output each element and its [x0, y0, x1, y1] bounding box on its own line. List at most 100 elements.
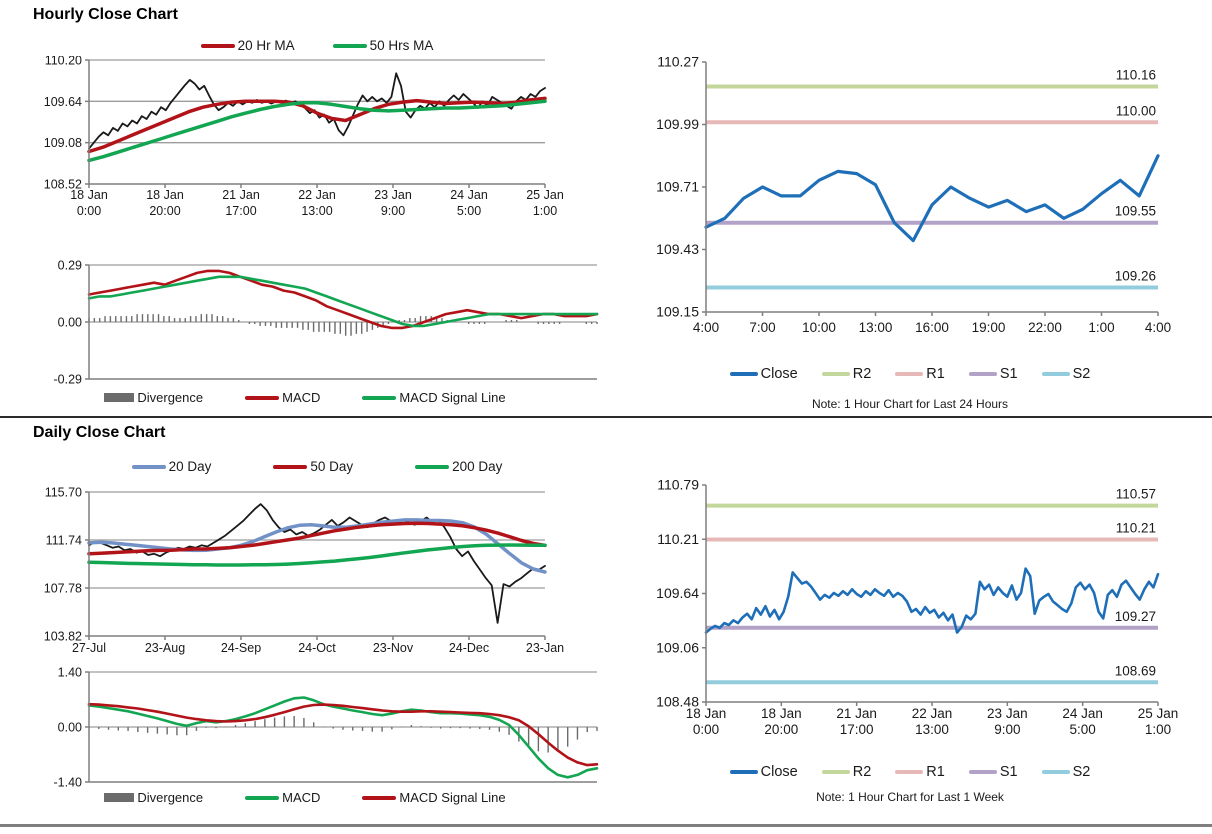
y-tick-label: 103.82 [44, 630, 82, 644]
y-tick-label: 109.99 [656, 116, 699, 132]
x-tick-label: 22 Jan [298, 188, 336, 202]
x-tick-label: 18 Jan [146, 188, 184, 202]
x-tick-label: 18 Jan [70, 188, 108, 202]
series-close [704, 154, 1160, 243]
x-tick-label: 0:00 [693, 722, 719, 737]
hourly-sr-note: Note: 1 Hour Chart for Last 24 Hours [811, 397, 1009, 411]
legend-item-200-day: 200 Day [415, 459, 502, 474]
level-label-r2: 110.57 [1116, 487, 1156, 502]
x-tick-label: 24-Oct [298, 641, 336, 655]
legend-item-20-hr-ma: 20 Hr MA [200, 38, 295, 53]
x-tick-label: 25 Jan [526, 188, 564, 202]
x-tick-label: 21 Jan [836, 706, 877, 721]
x-tick-label: 18 Jan [686, 706, 727, 721]
x-tick-label: 23 Jan [374, 188, 412, 202]
level-label-s1: 109.55 [1115, 204, 1156, 219]
x-tick-label: 24 Jan [1062, 706, 1103, 721]
x-tick-label: 4:00 [693, 320, 719, 335]
legend-label: Close [760, 366, 798, 382]
legend-item-macd-signal-line: MACD Signal Line [362, 390, 506, 405]
x-tick-label: 18 Jan [761, 706, 802, 721]
daily-sr-legend: Close R2 R1 S1 S2 [640, 764, 1180, 780]
x-tick-label: 23-Aug [145, 641, 185, 655]
legend-line-swatch [245, 395, 280, 400]
level-label-s2: 108.69 [1115, 663, 1156, 678]
daily_sr-plot: 110.57 110.21 109.27 108.69 110.79 110.21 109.… [656, 477, 1178, 738]
hourly_macd-plot: 0.29 0.00 -0.29 [54, 259, 599, 387]
x-tick-label: 1:00 [533, 204, 557, 218]
legend-item-macd: MACD [245, 790, 320, 805]
y-tick-label: 109.15 [656, 304, 699, 320]
x-tick-label: 23-Nov [373, 641, 414, 655]
x-tick-label: 1:00 [1088, 320, 1114, 335]
legend-item-divergence: Divergence [104, 790, 203, 805]
daily-macd-legend: Divergence MACD MACD Signal Line [60, 790, 550, 805]
legend-line-swatch [821, 770, 850, 774]
legend-line-swatch [200, 43, 235, 48]
hourly-sr-legend: Close R2 R1 S1 S2 [640, 366, 1180, 382]
hourly_sr-plot: 110.16 110.00 109.55 109.26 110.27 109.99 109.… [656, 54, 1171, 336]
y-tick-label: 0.00 [58, 721, 82, 735]
y-tick-label: 109.08 [44, 136, 82, 150]
legend-item-s1: S1 [968, 764, 1018, 780]
x-tick-label: 5:00 [457, 204, 481, 218]
legend-item-s2: S2 [1041, 366, 1090, 382]
x-tick-label: 17:00 [225, 204, 256, 218]
y-tick-label: 109.64 [656, 585, 699, 601]
x-tick-label: 21 Jan [222, 188, 260, 202]
legend-item-divergence: Divergence [104, 390, 203, 405]
x-tick-label: 4:00 [1145, 320, 1171, 335]
x-tick-label: 20:00 [149, 204, 180, 218]
legend-label: S2 [1072, 764, 1091, 780]
hourly-macd-chart: 0.29 0.00 -0.29 [0, 250, 606, 393]
daily-macd-chart: 1.40 0.00 -1.40 [0, 660, 606, 795]
x-tick-label: 24-Dec [449, 641, 489, 655]
y-tick-label: 109.06 [656, 639, 699, 655]
x-tick-label: 10:00 [802, 320, 836, 335]
y-tick-label: 0.00 [58, 316, 82, 330]
legend-label: R1 [926, 764, 945, 780]
y-tick-label: 0.29 [58, 259, 82, 273]
y-tick-label: 110.27 [657, 54, 699, 70]
x-tick-label: 13:00 [301, 204, 332, 218]
legend-label: 50 Day [310, 459, 354, 474]
legend-item-r2: R2 [821, 366, 871, 382]
x-tick-label: 9:00 [381, 204, 405, 218]
daily-section-title: Daily Close Chart [33, 424, 166, 441]
y-tick-label: 109.71 [656, 179, 699, 195]
legend-line-swatch [968, 372, 997, 376]
legend-item-20-day: 20 Day [131, 459, 211, 474]
legend-label: 20 Hr MA [237, 38, 295, 53]
legend-item-close: Close [729, 764, 798, 780]
x-tick-label: 1:00 [1145, 722, 1171, 737]
x-tick-label: 24-Sep [221, 641, 261, 655]
series-50-hrs-ma [87, 99, 547, 163]
legend-item-s1: S1 [968, 366, 1018, 382]
legend-line-swatch [415, 464, 450, 469]
x-tick-label: 20:00 [764, 722, 798, 737]
legend-line-swatch [1041, 770, 1070, 774]
legend-label: 50 Hrs MA [369, 38, 434, 53]
x-tick-label: 7:00 [749, 320, 775, 335]
legend-label: Close [760, 764, 798, 780]
x-tick-label: 0:00 [77, 204, 101, 218]
x-tick-label: 16:00 [915, 320, 949, 335]
legend-line-swatch [131, 464, 166, 469]
legend-label: MACD Signal Line [399, 790, 506, 805]
legend-line-swatch [273, 464, 308, 469]
legend-label: R2 [852, 764, 872, 780]
x-tick-label: 22:00 [1028, 320, 1062, 335]
legend-line-swatch [895, 372, 924, 376]
legend-line-swatch [1041, 372, 1070, 376]
legend-item-r2: R2 [821, 764, 872, 780]
legend-item-close: Close [729, 366, 798, 382]
legend-item-r1: R1 [895, 366, 945, 382]
legend-line-swatch [362, 395, 397, 400]
series-close [704, 567, 1160, 634]
daily_macd-plot: 1.40 0.00 -1.40 [54, 666, 599, 790]
bottom-rule [0, 824, 1212, 827]
x-tick-label: 13:00 [859, 320, 893, 335]
daily-sr-note: Note: 1 Hour Chart for Last 1 Week [816, 790, 1004, 804]
